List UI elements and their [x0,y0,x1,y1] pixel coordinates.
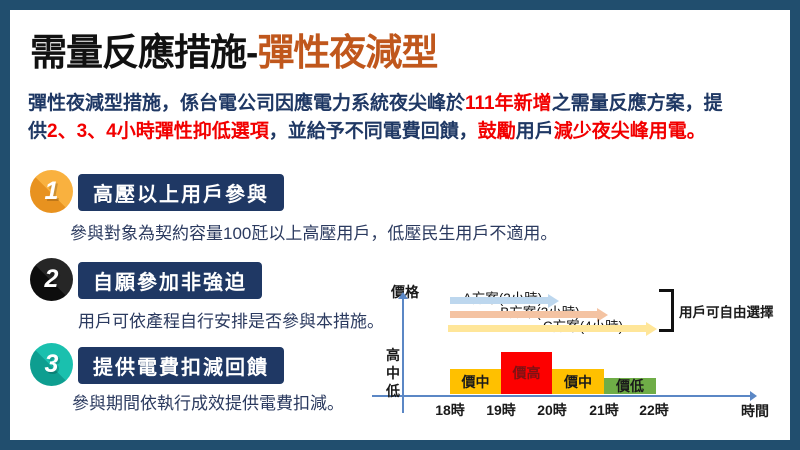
plan-a-arrowhead-icon [548,293,559,308]
item-3-description: 參與期間依執行成效提供電費扣減。 [72,394,344,413]
intro-segment: 111年新增 [465,93,552,114]
y-tick-mid: 中 [386,365,400,381]
intro-segment: 供 [28,120,48,142]
intro-segment: 2、3、4小時彈性抑低選項 [47,120,269,142]
intro-segment: 用戶 [515,120,554,142]
item-1-description: 參與對象為契約容量100瓩以上高壓用戶，低壓民生用戶不適用。 [70,224,558,243]
item-2-description: 用戶可依產程自行安排是否參與本措施。 [78,312,384,331]
price-bar-high: 價高 [501,352,552,394]
item-1-number: 1 [44,177,59,205]
item-3-number-circle: 3 [30,343,73,386]
y-tick-low: 低 [386,383,400,399]
item-1-number-circle: 1 [30,170,73,213]
y-axis-line [402,298,404,413]
intro-segment: 之需量反應方案，提 [551,93,723,114]
x-tick-21: 21時 [589,402,619,418]
page-title-black: 需量反應措施- [30,32,258,73]
x-axis-arrow-icon [750,391,757,401]
item-2-number: 2 [44,265,59,293]
intro-segment: 彈性夜減型措施，係台電公司因應電力系統夜尖峰於 [28,93,466,114]
item-1-badge: 高壓以上用戶參與 [78,174,284,211]
plan-c-arrow [448,325,646,332]
item-2-number-circle: 2 [30,258,73,301]
intro-segment: 減少夜尖峰用電。 [553,120,706,142]
price-bar-mid-1: 價中 [450,369,501,394]
y-axis-arrow-icon [398,292,408,299]
intro-segment: ，並給予不同電費回饋， [268,120,478,142]
plan-a-arrow [450,297,548,304]
page-title: 需量反應措施-彈性夜減型 [30,22,438,76]
plan-b-arrowhead-icon [597,307,608,322]
plan-b-arrow [450,311,597,318]
x-tick-19: 19時 [486,402,516,418]
item-2-badge: 自願參加非強迫 [78,262,262,299]
x-axis-title: 時間 [741,403,769,419]
intro-paragraph: 彈性夜減型措施，係台電公司因應電力系統夜尖峰於111年新增之需量反應方案，提 供… [28,90,790,146]
page-title-orange: 彈性夜減型 [257,32,438,73]
price-bar-mid-2: 價中 [552,369,604,394]
item-3-badge: 提供電費扣減回饋 [78,347,284,384]
bracket-icon [659,289,674,332]
intro-segment: 鼓勵 [477,120,516,142]
y-tick-high: 高 [386,347,400,363]
x-axis-line [372,395,750,397]
x-tick-22: 22時 [639,402,669,418]
plan-c-arrowhead-icon [646,321,657,336]
price-bar-low: 價低 [604,378,656,394]
x-tick-18: 18時 [435,402,465,418]
item-3-number: 3 [44,350,59,378]
x-tick-20: 20時 [537,402,567,418]
free-choice-annotation: 用戶可自由選擇 [679,305,774,320]
